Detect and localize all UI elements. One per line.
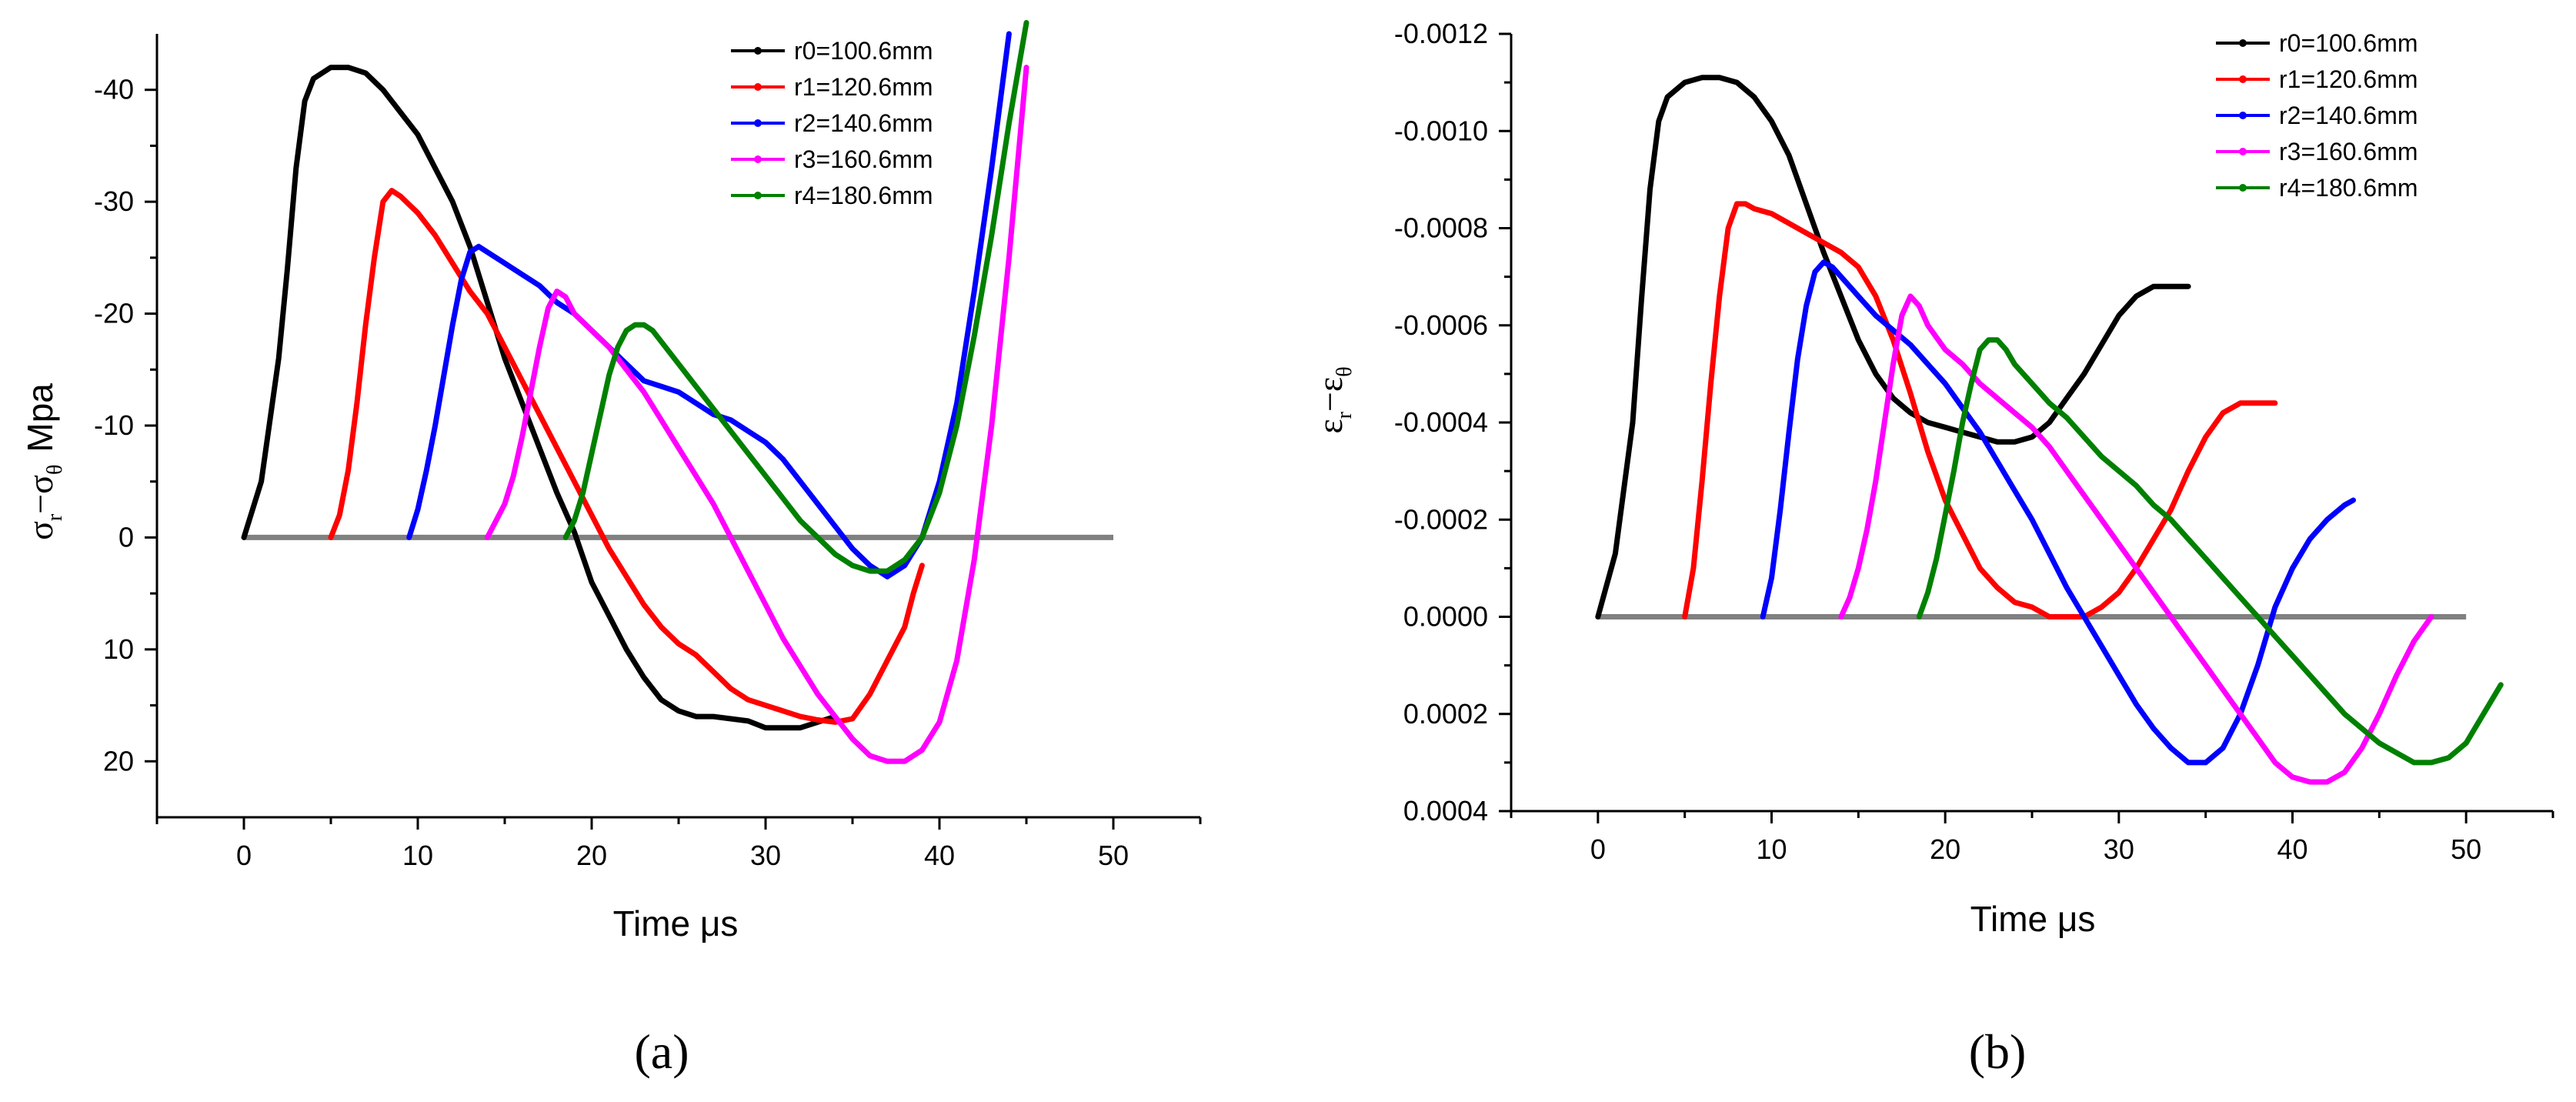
- chart-b-x-tick-label: 0: [1590, 833, 1606, 865]
- chart-b-y-tick-label: -0.0010: [1394, 115, 1488, 146]
- legend-a-label-r4: r4=180.6mm: [794, 182, 933, 209]
- chart-a-x-axis-label: Time μs: [613, 903, 739, 943]
- chart-a-y-tick-label: 10: [103, 633, 134, 665]
- legend-a-label-r0: r0=100.6mm: [794, 37, 933, 65]
- chart-a-legend: r0=100.6mm r1=120.6mm r2=140.6mm r3=160.6mm…: [731, 37, 933, 209]
- legend-a-label-r2: r2=140.6mm: [794, 109, 933, 137]
- chart-b-y-tick-label: -0.0004: [1394, 406, 1488, 438]
- legend-b-marker-r4: [2239, 184, 2247, 192]
- chart-b-x-ticks: 0 10 20 30 40 50: [1510, 811, 2554, 865]
- legend-b-label-r3: r3=160.6mm: [2279, 138, 2418, 165]
- legend-a-marker-r3: [754, 155, 762, 163]
- chart-b-y-tick-label: 0.0000: [1403, 601, 1488, 633]
- chart-a-x-tick-label: 40: [924, 840, 955, 871]
- chart-a-series-r0: [241, 65, 838, 731]
- chart-a-y-tick-label: -30: [94, 185, 134, 217]
- legend-a-label-r3: r3=160.6mm: [794, 145, 933, 173]
- chart-a-series-r1: [328, 188, 925, 725]
- chart-b-y-tick-label: 0.0004: [1403, 795, 1488, 826]
- chart-a-y-tick-label: -40: [94, 74, 134, 105]
- chart-a-x-tick-label: 30: [750, 840, 781, 871]
- legend-b-marker-r1: [2239, 75, 2247, 83]
- chart-a-y-tick-label: -20: [94, 298, 134, 329]
- chart-b-ylabel-sub1: r: [1333, 411, 1356, 419]
- chart-a-y-tick-label: -10: [94, 409, 134, 441]
- chart-b-y-tick-label: -0.0002: [1394, 503, 1488, 535]
- chart-a-y-tick-label: 0: [118, 521, 134, 553]
- chart-a-ylabel-sub2: θ: [43, 465, 67, 475]
- legend-a-label-r1: r1=120.6mm: [794, 73, 933, 101]
- chart-b-y-tick-label: -0.0012: [1394, 18, 1488, 49]
- chart-a-series-r2: [406, 31, 1012, 579]
- legend-b-label-r0: r0=100.6mm: [2279, 29, 2418, 57]
- chart-b-y-axis-label: εr−εθ: [1310, 366, 1356, 433]
- chart-b-series-r2: [1760, 259, 2356, 766]
- chart-b-x-tick-label: 50: [2451, 833, 2481, 865]
- legend-b-marker-r0: [2239, 39, 2247, 47]
- chart-b-x-axis-label: Time μs: [1970, 899, 2096, 939]
- chart-a-plot-area: [241, 20, 1113, 764]
- legend-b-label-r1: r1=120.6mm: [2279, 65, 2418, 93]
- legend-a-marker-r2: [754, 119, 762, 127]
- chart-b-y-ticks: -0.0012 -0.0010 -0.0008 -0.0006 -0.0004 -0.00…: [1394, 18, 1511, 826]
- chart-b-ylabel-main2: ε: [1310, 377, 1350, 392]
- chart-b-ylabel-dash: −: [1310, 392, 1350, 412]
- chart-b-x-tick-label: 30: [2104, 833, 2134, 865]
- chart-a-ylabel-sub1: r: [43, 513, 67, 521]
- chart-b-legend: r0=100.6mm r1=120.6mm r2=140.6mm r3=160.6mm…: [2216, 29, 2418, 202]
- chart-b-x-tick-label: 10: [1756, 833, 1787, 865]
- chart-b-plot-area: [1595, 75, 2504, 785]
- chart-b-ylabel-main1: ε: [1310, 419, 1350, 433]
- legend-b-label-r2: r2=140.6mm: [2279, 102, 2418, 129]
- chart-a-x-tick-label: 50: [1098, 840, 1129, 871]
- legend-a-marker-r4: [754, 192, 762, 199]
- chart-a-y-ticks: -40 -30 -20 -10 0 10 20: [94, 74, 157, 776]
- chart-b-panel-label: (b): [1969, 1024, 2027, 1079]
- legend-b-marker-r2: [2239, 112, 2247, 119]
- chart-a-series-r4: [562, 20, 1029, 574]
- legend-b-marker-r3: [2239, 148, 2247, 155]
- chart-a-x-tick-label: 20: [576, 840, 607, 871]
- chart-b-series-r3: [1838, 293, 2434, 785]
- chart-b-series-r4: [1916, 337, 2504, 766]
- chart-b-series-r1: [1682, 201, 2278, 619]
- chart-a-ylabel-main2: σ: [21, 475, 60, 494]
- chart-b-x-tick-label: 20: [1930, 833, 1960, 865]
- legend-a-marker-r1: [754, 83, 762, 91]
- chart-b-series-r0: [1595, 75, 2191, 619]
- chart-a-x-tick-label: 0: [236, 840, 252, 871]
- chart-b-ylabel-sub2: θ: [1333, 366, 1356, 376]
- chart-b-y-tick-label: 0.0002: [1403, 698, 1488, 730]
- chart-a-ylabel-dash: −: [21, 494, 60, 514]
- chart-b-y-tick-label: -0.0008: [1394, 212, 1488, 244]
- legend-b-label-r4: r4=180.6mm: [2279, 174, 2418, 202]
- chart-a-panel-label: (a): [634, 1024, 689, 1079]
- chart-a-y-tick-label: 20: [103, 745, 134, 776]
- chart-a-ylabel-unit: Mpa: [20, 383, 60, 452]
- chart-b-y-tick-label: -0.0006: [1394, 309, 1488, 341]
- chart-a-ylabel-main1: σ: [21, 521, 60, 540]
- chart-b: 0 10 20 30 40 50 -0.0012 -0.0010 -0.0008 -0.0006…: [1310, 18, 2554, 1079]
- chart-a-series-r3: [484, 65, 1029, 764]
- chart-a-x-tick-label: 10: [402, 840, 433, 871]
- chart-a-x-ticks: 0 10 20 30 40 50: [155, 817, 1202, 871]
- chart-a-y-axis-label: σr−σθMpa: [20, 383, 67, 540]
- legend-a-marker-r0: [754, 47, 762, 55]
- chart-b-x-tick-label: 40: [2277, 833, 2307, 865]
